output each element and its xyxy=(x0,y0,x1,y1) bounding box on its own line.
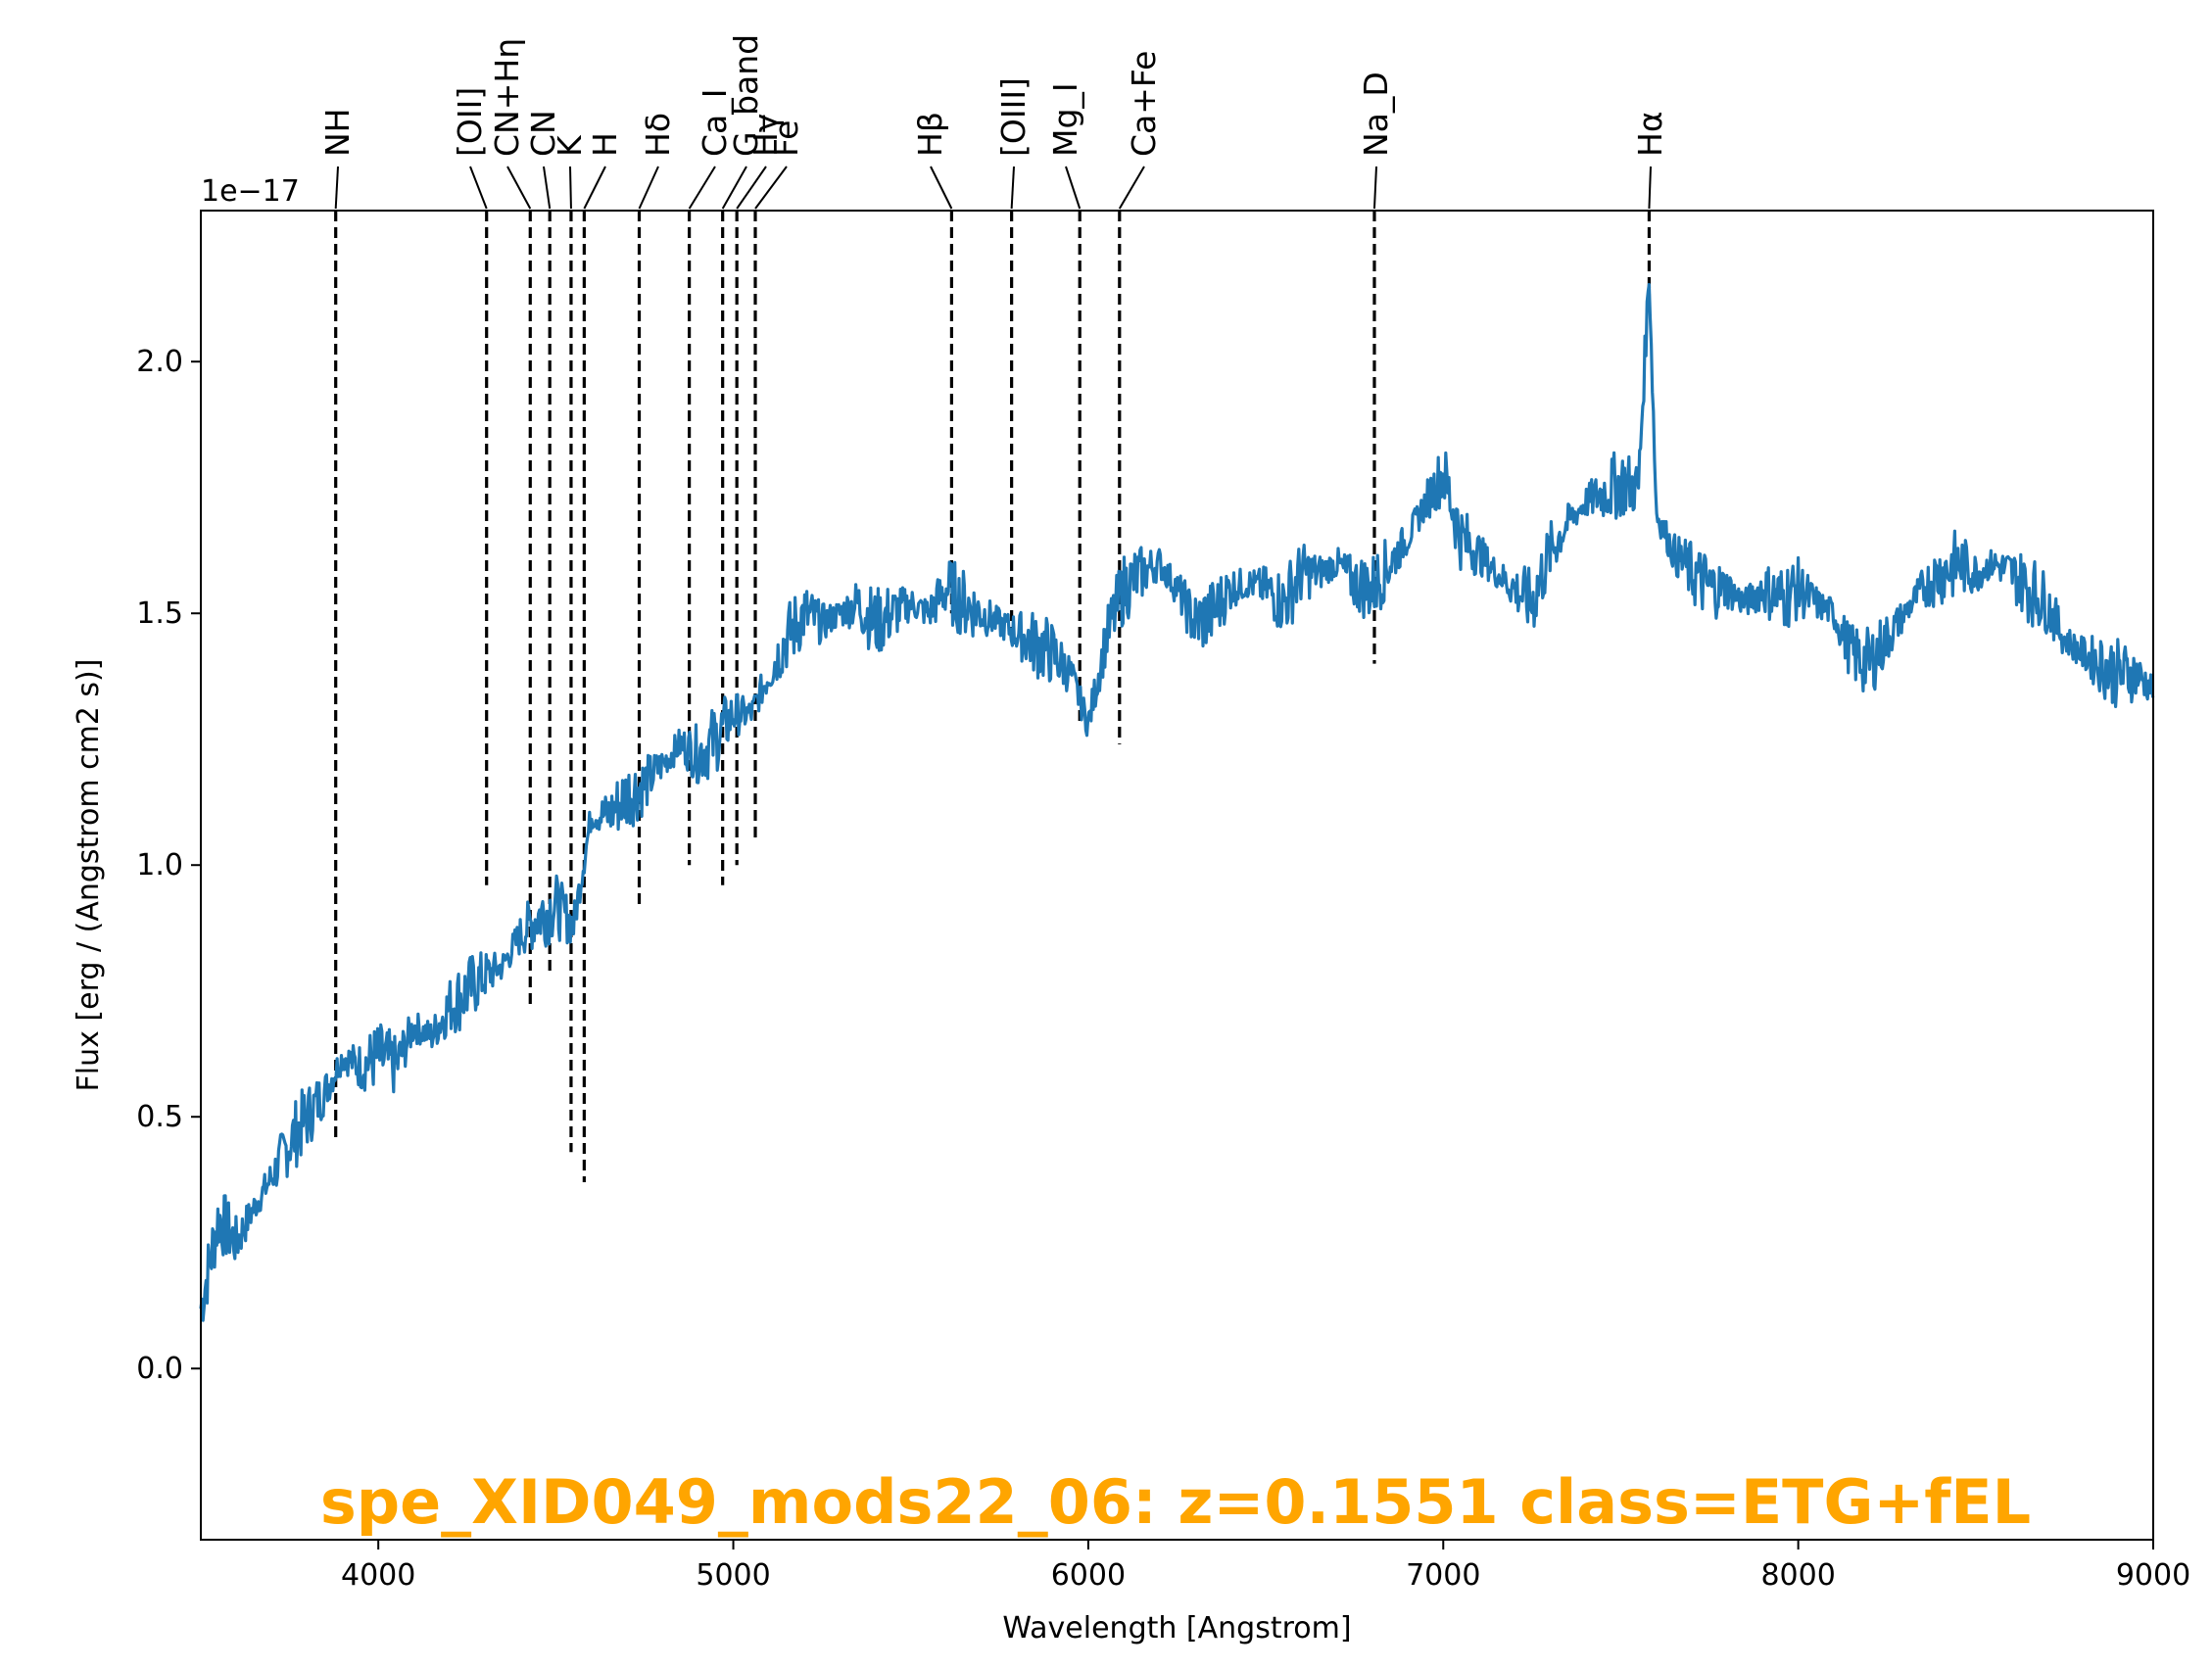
title-annotation: spe_XID049_mods22_06: z=0.1551 class=ETG… xyxy=(320,1466,2031,1538)
spectral-line-leader xyxy=(1010,166,1015,210)
spectral-line-label: Na_D xyxy=(1357,72,1395,157)
spectral-line-leader xyxy=(583,166,606,210)
flux-series-line xyxy=(199,282,2155,1322)
y-axis-offset-label: 1e−17 xyxy=(201,174,300,209)
spectral-line-label: H xyxy=(586,132,624,157)
x-tick-label: 7000 xyxy=(1406,1558,1480,1593)
spectral-line-label: [OII] xyxy=(451,87,489,157)
y-tick-label: 1.0 xyxy=(136,848,183,882)
spectral-line-leader xyxy=(569,166,572,210)
spectral-line-leader xyxy=(1648,166,1652,210)
spectral-line-label: CN xyxy=(524,110,562,157)
spectral-line-leader xyxy=(543,166,552,210)
spectral-line-leader xyxy=(1118,166,1145,210)
spectral-line-leader xyxy=(469,166,488,210)
y-tick-label: 0.0 xyxy=(136,1352,183,1386)
y-axis-label: Flux [erg / (Angstrom cm2 s)] xyxy=(72,659,106,1092)
spectral-line-label: Hβ xyxy=(911,112,949,157)
y-tick-label: 1.5 xyxy=(136,596,183,631)
x-axis-label: Wavelength [Angstrom] xyxy=(1002,1611,1351,1645)
spectral-line-leader xyxy=(1065,166,1082,210)
plot-area-frame xyxy=(200,210,2154,1541)
spectral-line-leader xyxy=(754,166,788,210)
x-tick-label: 8000 xyxy=(1760,1558,1835,1593)
x-tick-label: 4000 xyxy=(341,1558,415,1593)
spectral-line-leader xyxy=(721,166,747,210)
spectral-line-label: Ca_I xyxy=(696,89,734,158)
spectral-line-leader xyxy=(930,166,953,210)
spectral-line-label: [OIII] xyxy=(994,77,1033,157)
spectral-line-leader xyxy=(334,166,339,210)
spectral-line-label: G_band xyxy=(727,34,765,157)
spectral-line-label: Hα xyxy=(1631,111,1669,157)
spectral-line-leader xyxy=(736,166,767,210)
spectral-line-leader xyxy=(1372,166,1377,210)
x-tick-label: 9000 xyxy=(2116,1558,2190,1593)
spectral-line-leader xyxy=(688,166,716,210)
series-layer xyxy=(199,282,2155,1322)
y-tick-label: 2.0 xyxy=(136,345,183,379)
x-tick-label: 5000 xyxy=(696,1558,770,1593)
spectral-line-label: NH xyxy=(318,109,357,158)
spectral-line-label: Hγ xyxy=(746,114,785,157)
spectral-line-leader xyxy=(638,166,659,210)
spectral-line-label: CN+Hη xyxy=(488,38,526,157)
spectral-line-label: Mg_I xyxy=(1046,82,1084,157)
x-tick-label: 6000 xyxy=(1051,1558,1126,1593)
y-tick-label: 0.5 xyxy=(136,1100,183,1134)
y-axis-ticks: 0.0 0.5 1.0 1.5 2.0 xyxy=(136,345,201,1386)
spectral-line-leader xyxy=(506,166,532,210)
spectral-line-label: K xyxy=(551,134,589,157)
spectral-line-label: Fe xyxy=(767,120,805,157)
x-axis-ticks: 4000 5000 6000 7000 8000 9000 xyxy=(341,1540,2190,1593)
spectral-line-label: Ca+Fe xyxy=(1125,51,1163,157)
spectral-line-label: Hδ xyxy=(639,113,677,157)
